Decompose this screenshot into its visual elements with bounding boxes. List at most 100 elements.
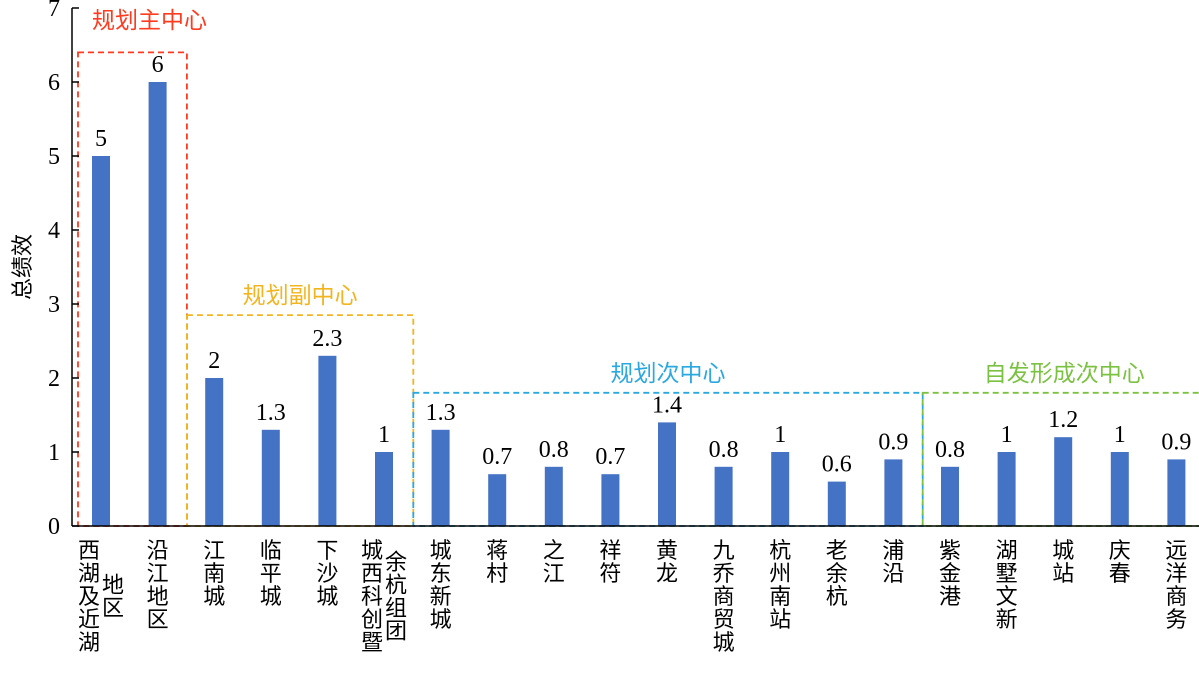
bar	[92, 156, 110, 526]
category-label: 紫金港	[939, 539, 961, 610]
category-label-char: 暨	[361, 631, 383, 656]
data-label: 2	[208, 348, 220, 374]
category-label-char: 城	[713, 631, 735, 656]
data-label: 1.2	[1048, 407, 1078, 433]
category-label-char: 科	[361, 585, 383, 610]
category-label-char: 西	[361, 562, 383, 587]
category-label-char: 湖	[996, 539, 1018, 564]
category-label-char: 杭	[826, 585, 848, 610]
bar	[261, 429, 280, 526]
category-label-char: 沙	[316, 562, 338, 587]
category-label-char: 江	[203, 539, 225, 564]
category-label-char: 沿	[147, 539, 169, 564]
data-label: 0.9	[878, 429, 908, 455]
category-label-char: 地	[147, 585, 169, 610]
category-label-char: 组	[385, 597, 407, 622]
bar	[658, 422, 676, 526]
group-box	[921, 391, 1199, 527]
category-label-char: 务	[1165, 608, 1187, 633]
data-label: 0.8	[935, 437, 965, 463]
category-label-char: 文	[996, 585, 1018, 610]
category-label-char: 墅	[996, 562, 1018, 587]
bar	[601, 474, 620, 526]
category-label-char: 创	[361, 608, 383, 633]
group-label: 规划主中心	[92, 8, 207, 34]
bar	[205, 378, 224, 526]
category-label-char: 江	[543, 562, 565, 587]
category-label-char: 区	[147, 608, 169, 633]
y-tick-label: 0	[48, 514, 60, 540]
data-label: 0.7	[482, 444, 512, 470]
category-label-char: 城	[361, 539, 383, 564]
category-label: 庆春	[1109, 539, 1131, 587]
y-tick-label: 5	[48, 144, 60, 170]
category-label-char: 城	[316, 585, 338, 610]
category-label-char: 西	[78, 539, 100, 564]
bar	[884, 459, 903, 526]
category-label-char: 新	[996, 608, 1018, 633]
category-label: 蒋村	[486, 539, 508, 587]
category-label-char: 临	[260, 539, 282, 564]
category-label-char: 村	[486, 562, 508, 587]
y-tick-label: 3	[48, 292, 60, 318]
category-label-char: 春	[1109, 562, 1131, 587]
bar	[997, 452, 1016, 526]
category-label-char: 黄	[656, 539, 678, 564]
category-label-char: 余	[826, 562, 848, 587]
data-labels: 5 6 2 1.3 2.3 1 1.3 0.7 0.8 0.7 1.4 0.8 1 0.6 0.9 0.8 1 1…	[95, 52, 1191, 478]
y-axis-title: 总绩效	[11, 234, 36, 300]
category-label-char: 站	[1052, 562, 1074, 587]
data-label: 0.7	[595, 444, 625, 470]
category-label-char: 新	[430, 585, 452, 610]
category-label-char: 老	[826, 539, 848, 564]
category-label: 黄龙	[656, 539, 678, 587]
data-label: 1	[378, 422, 390, 448]
category-label-char: 城	[430, 608, 452, 633]
category-label-char: 南	[769, 585, 791, 610]
category-label-char: 龙	[656, 562, 678, 587]
bar	[1167, 459, 1186, 526]
category-label: 江南城	[203, 539, 225, 610]
category-label-char: 湖	[78, 631, 100, 656]
category-label-char: 湖	[78, 562, 100, 587]
category-label-char: 余	[385, 551, 407, 576]
data-label: 0.8	[709, 437, 739, 463]
category-label: 临平城	[260, 539, 282, 610]
category-label-char: 城	[260, 585, 282, 610]
bar	[1110, 452, 1129, 526]
category-label-char: 远	[1165, 539, 1187, 564]
data-label: 6	[152, 52, 164, 78]
y-tick-label: 2	[48, 366, 60, 392]
bar	[771, 452, 790, 526]
group-label: 规划次中心	[611, 361, 726, 387]
bar	[431, 429, 450, 526]
data-label: 1	[1114, 422, 1126, 448]
category-label-char: 江	[147, 562, 169, 587]
y-tick-label: 4	[48, 218, 60, 244]
category-label: 祥符	[599, 539, 621, 587]
data-label: 1.3	[256, 400, 286, 426]
category-label-char: 下	[316, 539, 338, 564]
category-label: 浦沿	[882, 539, 904, 587]
bars	[92, 82, 1186, 526]
category-label-char: 乔	[713, 562, 735, 587]
bar	[544, 466, 563, 526]
category-label: 下沙城	[316, 539, 338, 610]
category-label-char: 州	[769, 562, 791, 587]
data-label: 0.8	[539, 437, 569, 463]
y-ticks: 0 1 2 3 4 5 6 7	[48, 0, 79, 540]
bar	[1054, 437, 1073, 526]
category-label-char: 之	[543, 539, 565, 564]
category-label-char: 平	[260, 562, 282, 587]
data-label: 5	[95, 126, 107, 152]
category-label-char: 紫	[939, 539, 961, 564]
category-label-char: 杭	[385, 574, 407, 599]
category-label-char: 九	[713, 539, 735, 564]
data-label: 0.9	[1161, 429, 1191, 455]
category-label-char: 杭	[769, 539, 791, 564]
